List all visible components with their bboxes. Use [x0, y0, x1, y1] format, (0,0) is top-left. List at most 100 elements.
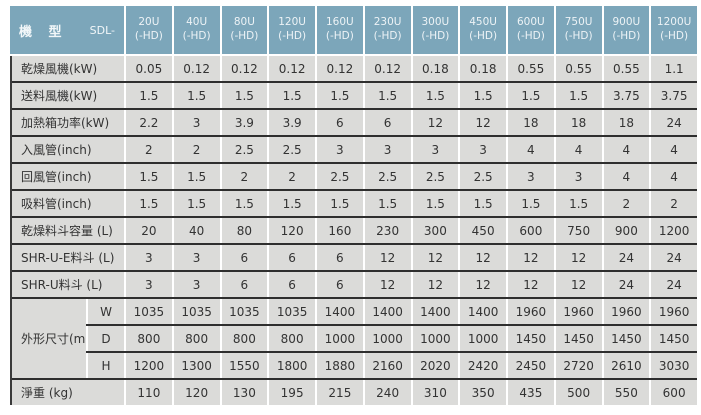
model-name: 80U [233, 16, 255, 29]
value-cell: 1.5 [553, 191, 602, 216]
value-cell: 12 [362, 245, 411, 270]
value-cell: 1.5 [410, 191, 459, 216]
value-cell: 12 [458, 110, 506, 135]
value-cell: 6 [315, 272, 363, 297]
table-header-row: 機 型 SDL- 20U (-HD) 40U (-HD) 80U (-HD) 120U (-HD)… [10, 6, 697, 54]
value-cell: 6 [315, 245, 363, 270]
value-cell: 1960 [601, 299, 650, 324]
value-cell: 2 [267, 164, 315, 189]
value-cell: 800 [171, 326, 220, 351]
value-cell: 6 [315, 110, 363, 135]
model-suffix: (-HD) [373, 30, 402, 42]
model-header-cell: 750U (-HD) [553, 6, 602, 54]
dimension-axis-label: H [86, 353, 124, 378]
value-cell: 800 [267, 326, 315, 351]
row-label: SHR-U-E料斗 (L) [12, 245, 124, 270]
value-cell: 6 [362, 110, 411, 135]
row-label: 淨重 (kg) [12, 380, 124, 405]
value-cell: 310 [410, 380, 459, 405]
value-cell: 12 [458, 272, 506, 297]
value-cell: 2 [219, 164, 268, 189]
value-cell: 4 [601, 137, 650, 162]
value-cell: 24 [601, 245, 650, 270]
row-label: 乾燥料斗容量 (L) [12, 218, 124, 243]
value-cell: 4 [649, 137, 697, 162]
value-cell: 3 [171, 272, 220, 297]
value-cell: 3 [315, 137, 363, 162]
model-name: 160U [326, 16, 354, 29]
value-cell: 195 [267, 380, 315, 405]
row-label: 回風管(inch) [12, 164, 124, 189]
value-cell: 3.75 [601, 83, 650, 108]
table-row: SHR-U-E料斗 (L) 3 3 6 6 6 12 12 12 12 12 24 24 [12, 243, 697, 270]
value-cell: 0.12 [315, 56, 363, 81]
value-cell: 2.5 [362, 164, 411, 189]
value-cell: 1.5 [506, 83, 554, 108]
value-cell: 1.5 [219, 191, 268, 216]
value-cell: 3 [171, 245, 220, 270]
value-cell: 3 [124, 272, 172, 297]
value-cell: 1800 [267, 353, 315, 378]
value-cell: 0.12 [267, 56, 315, 81]
value-cell: 0.12 [362, 56, 411, 81]
value-cell: 1880 [315, 353, 363, 378]
row-label: 吸料管(inch) [12, 191, 124, 216]
value-cell: 2720 [553, 353, 602, 378]
row-label: 送料風機(kW) [12, 83, 124, 108]
value-cell: 12 [506, 245, 554, 270]
model-name: 450U [469, 16, 497, 29]
model-header-cell: 40U (-HD) [171, 6, 220, 54]
dimension-row: W 1035 1035 1035 1035 1400 1400 1400 1400 1960 196… [86, 299, 697, 324]
value-cell: 800 [219, 326, 268, 351]
value-cell: 1.5 [267, 83, 315, 108]
value-cell: 3 [171, 110, 220, 135]
value-cell: 1035 [219, 299, 268, 324]
value-cell: 0.05 [124, 56, 172, 81]
value-cell: 2 [601, 191, 650, 216]
dimension-row: H 1200 1300 1550 1800 1880 2160 2020 2420 2450 272… [86, 351, 697, 378]
model-corner-cell: 機 型 SDL- [10, 6, 124, 54]
dimension-rows: W 1035 1035 1035 1035 1400 1400 1400 1400 1960 196… [86, 299, 697, 378]
table-body: 乾燥風機(kW) 0.05 0.12 0.12 0.12 0.12 0.12 0.18 0.18… [10, 56, 697, 405]
dimension-row: D 800 800 800 800 1000 1000 1000 1000 1450 1450 145… [86, 324, 697, 351]
value-cell: 4 [506, 137, 554, 162]
value-cell: 1.5 [124, 83, 172, 108]
model-suffix: (-HD) [660, 30, 689, 42]
value-cell: 6 [219, 245, 268, 270]
value-cell: 130 [219, 380, 268, 405]
value-cell: 24 [649, 245, 697, 270]
value-cell: 1450 [649, 326, 697, 351]
value-cell: 1400 [315, 299, 363, 324]
table-row: SHR-U料斗 (L) 3 3 6 6 6 12 12 12 12 12 24 24 [12, 270, 697, 297]
value-cell: 1.5 [171, 164, 220, 189]
value-cell: 1.5 [410, 83, 459, 108]
model-name: 750U [564, 16, 593, 29]
row-label: 乾燥風機(kW) [12, 56, 124, 81]
value-cell: 1000 [362, 326, 411, 351]
value-cell: 1.5 [219, 83, 268, 108]
value-cell: 230 [362, 218, 411, 243]
value-cell: 2.5 [219, 137, 268, 162]
value-cell: 6 [267, 245, 315, 270]
value-cell: 1550 [219, 353, 268, 378]
value-cell: 3 [553, 164, 602, 189]
value-cell: 40 [171, 218, 220, 243]
value-cell: 12 [410, 272, 459, 297]
model-suffix: (-HD) [278, 30, 307, 42]
value-cell: 2.5 [410, 164, 459, 189]
value-cell: 1000 [410, 326, 459, 351]
dimension-group-label: 外形尺寸(mm) [12, 299, 102, 378]
model-name: 300U [421, 16, 450, 29]
dimension-axis-label: W [86, 299, 124, 324]
value-cell: 120 [171, 380, 220, 405]
model-header-cell: 1200U (-HD) [649, 6, 697, 54]
model-header-cell: 900U (-HD) [601, 6, 650, 54]
value-cell: 2420 [458, 353, 506, 378]
value-cell: 2 [124, 137, 172, 162]
model-suffix: (-HD) [134, 30, 163, 42]
value-cell: 2160 [362, 353, 411, 378]
value-cell: 0.55 [506, 56, 554, 81]
table-row: 送料風機(kW) 1.5 1.5 1.5 1.5 1.5 1.5 1.5 1.5 1.5 1.5 3.… [12, 81, 697, 108]
value-cell: 2.2 [124, 110, 172, 135]
model-name: 20U [138, 16, 160, 29]
